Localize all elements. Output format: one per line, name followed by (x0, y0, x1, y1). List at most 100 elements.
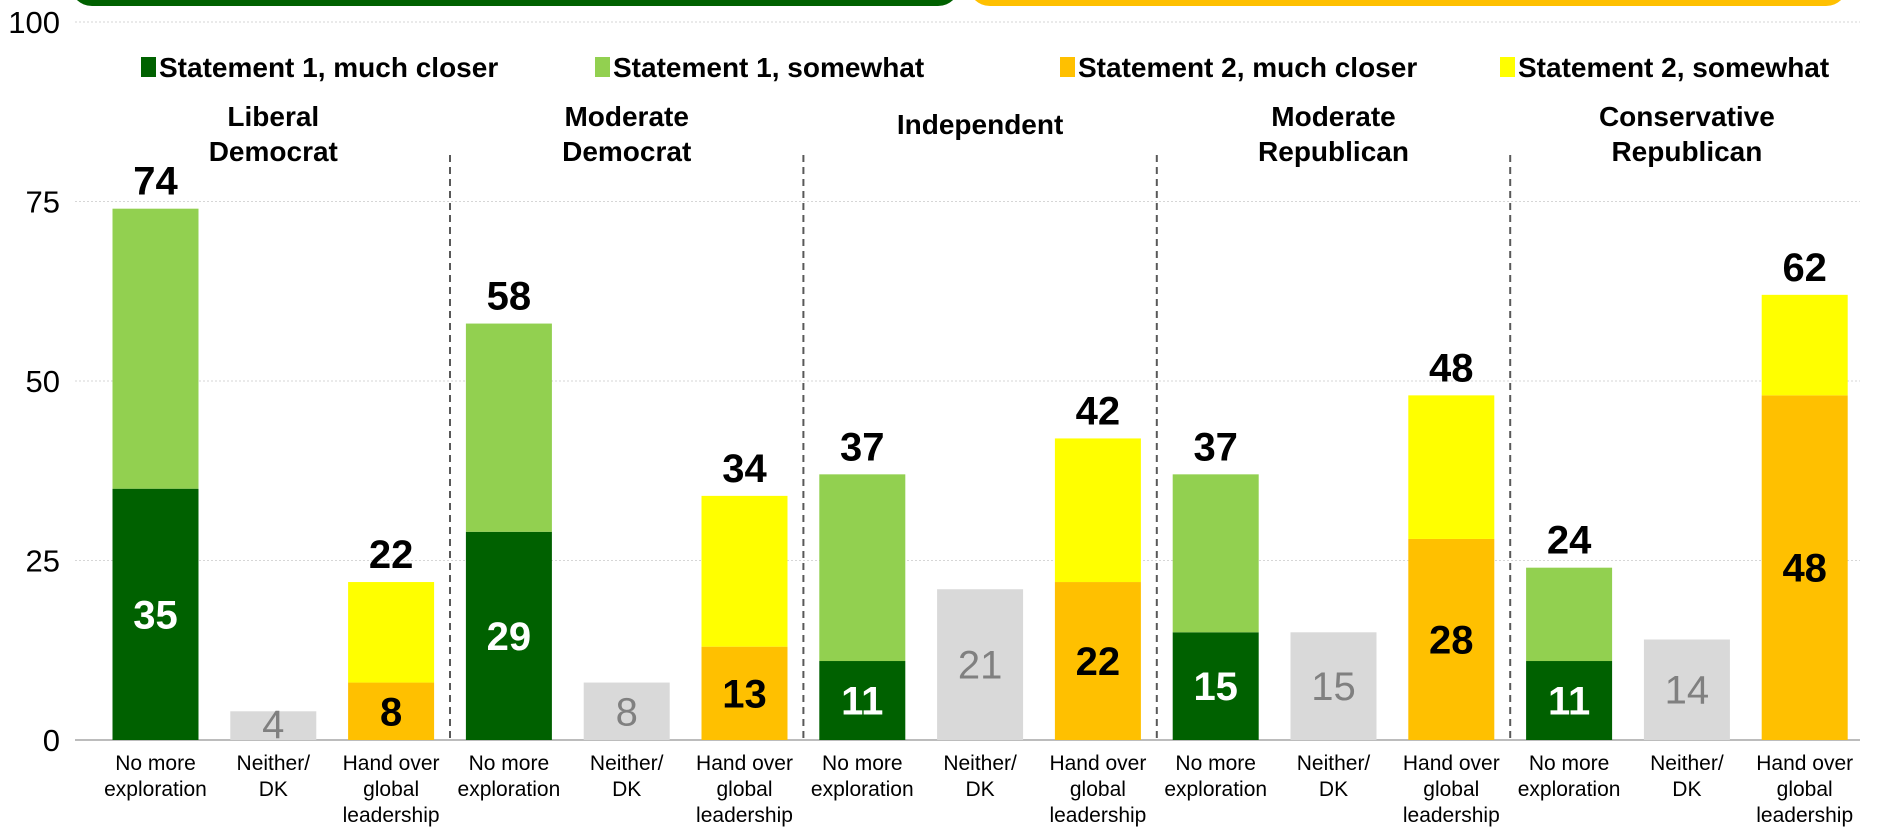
x-category-label: exploration (1518, 778, 1621, 801)
bar-much-value-label: 35 (133, 593, 178, 637)
x-category-label: Neither/ (590, 752, 664, 775)
x-category-label: Neither/ (943, 752, 1017, 775)
x-category-label: leadership (1049, 804, 1146, 827)
x-category-label: leadership (343, 804, 440, 827)
bar-total-value-label: 24 (1547, 519, 1592, 563)
x-category-label: Hand over (1756, 752, 1853, 775)
bar-total-value-label: 22 (369, 533, 414, 577)
x-category-label: global (1423, 778, 1479, 801)
bar-segment-much-closer (701, 646, 788, 740)
bar-much-value-label: 28 (1429, 618, 1474, 662)
bar-much-value-label: 11 (1548, 680, 1590, 724)
bar-segment-somewhat (1408, 395, 1495, 539)
group-name: Conservative (1599, 101, 1775, 132)
bar-segment-somewhat (1761, 294, 1848, 396)
group-name: Democrat (209, 136, 338, 167)
x-category-label: Hand over (696, 752, 793, 775)
legend-swatch (1060, 57, 1075, 77)
x-category-label: global (363, 778, 419, 801)
right-banner-shape (974, 0, 1842, 6)
bar-total-value-label: 58 (487, 275, 532, 319)
bar-neither (1290, 632, 1377, 740)
x-category-label: exploration (811, 778, 914, 801)
legend-label: Statement 1, somewhat (613, 52, 924, 83)
bar-segment-somewhat (1526, 567, 1613, 662)
y-tick-label: 25 (26, 544, 60, 579)
bar-segment-somewhat (112, 208, 199, 489)
bar-value-label: 8 (616, 690, 638, 734)
bar-segment-much-closer (465, 531, 552, 740)
x-category-label: Neither/ (1297, 752, 1371, 775)
bar-segment-somewhat (348, 582, 435, 683)
x-category-label: No more (1175, 752, 1256, 775)
legend-label: Statement 1, much closer (159, 52, 498, 83)
x-category-label: No more (822, 752, 903, 775)
bar-neither (583, 682, 670, 740)
bar-segment-much-closer (1408, 538, 1495, 740)
bar-total-value-label: 74 (133, 160, 178, 204)
bar-segment-somewhat (1172, 474, 1259, 633)
bar-value-label: 4 (262, 703, 284, 747)
bar-total-value-label: 42 (1076, 389, 1121, 433)
group-name: Republican (1611, 136, 1762, 167)
x-category-label: Hand over (1049, 752, 1146, 775)
group-name: Moderate (564, 101, 688, 132)
legend-label: Statement 2, much closer (1078, 52, 1417, 83)
bar-much-value-label: 48 (1782, 547, 1827, 591)
legend-swatch (141, 57, 156, 77)
bar-total-value-label: 37 (1193, 425, 1238, 469)
bar-much-value-label: 15 (1193, 665, 1238, 709)
legend-label: Statement 2, somewhat (1518, 52, 1829, 83)
bar-value-label: 21 (958, 644, 1003, 688)
x-category-label: global (716, 778, 772, 801)
x-category-label: exploration (458, 778, 561, 801)
y-tick-label: 75 (26, 185, 60, 220)
bar-much-value-label: 13 (722, 672, 767, 716)
bar-total-value-label: 48 (1429, 346, 1474, 390)
y-tick-label: 100 (8, 5, 60, 40)
x-category-label: leadership (1403, 804, 1500, 827)
x-category-label: DK (612, 778, 641, 801)
x-category-label: Neither/ (1650, 752, 1724, 775)
bar-total-value-label: 62 (1782, 246, 1827, 290)
bar-segment-somewhat (701, 495, 788, 647)
bar-much-value-label: 8 (380, 690, 402, 734)
x-category-label: DK (259, 778, 288, 801)
bar-segment-much-closer (1054, 582, 1141, 740)
bar-total-value-label: 34 (722, 447, 767, 491)
x-category-label: leadership (1756, 804, 1853, 827)
bar-segment-much-closer (112, 488, 199, 740)
y-tick-label: 0 (43, 723, 60, 758)
bar-segment-somewhat (465, 323, 552, 532)
x-category-label: DK (966, 778, 995, 801)
y-tick-label: 50 (26, 364, 60, 399)
left-banner-shape (76, 0, 954, 6)
bar-much-value-label: 11 (841, 680, 883, 724)
x-category-label: DK (1319, 778, 1348, 801)
bar-value-label: 15 (1311, 665, 1356, 709)
bar-segment-much-closer (1172, 632, 1259, 740)
bar-segment-much-closer (1526, 661, 1613, 740)
x-category-label: No more (1529, 752, 1610, 775)
bar-value-label: 14 (1665, 669, 1710, 713)
bar-neither (230, 711, 317, 740)
group-name: Democrat (562, 136, 691, 167)
bar-segment-somewhat (819, 474, 906, 662)
x-category-label: DK (1672, 778, 1701, 801)
bar-neither (1643, 639, 1730, 740)
legend-swatch (595, 57, 610, 77)
bar-neither (937, 589, 1024, 740)
x-category-label: exploration (1164, 778, 1267, 801)
bar-much-value-label: 22 (1076, 640, 1121, 684)
group-name: Moderate (1271, 101, 1395, 132)
group-name: Liberal (227, 101, 319, 132)
x-category-label: leadership (696, 804, 793, 827)
group-name: Republican (1258, 136, 1409, 167)
legend-swatch (1500, 57, 1515, 77)
x-category-label: Hand over (343, 752, 440, 775)
bar-segment-somewhat (1054, 438, 1141, 583)
bar-segment-much-closer (819, 661, 906, 740)
group-name: Independent (897, 109, 1063, 140)
